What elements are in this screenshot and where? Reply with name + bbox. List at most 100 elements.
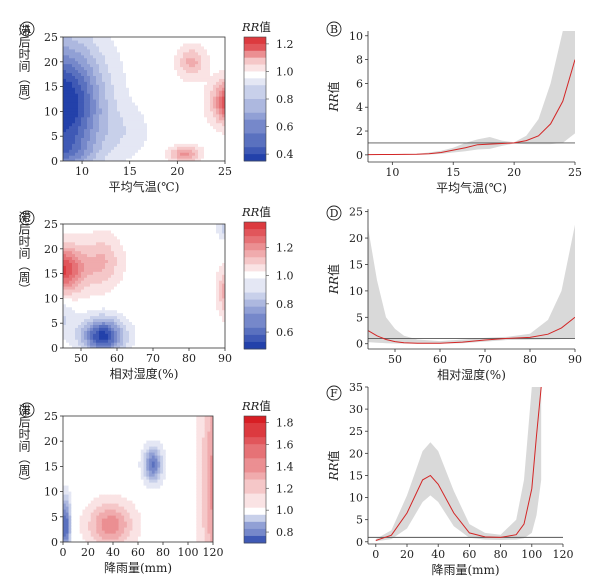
- contour-cell: [71, 473, 75, 477]
- contour-cell: [180, 110, 184, 115]
- contour-cell: [189, 280, 193, 284]
- contour-cell: [99, 229, 103, 234]
- contour-cell: [144, 303, 148, 308]
- contour-cell: [102, 93, 106, 97]
- contour-cell: [183, 256, 187, 261]
- contour-cell: [204, 274, 208, 278]
- contour-cell: [165, 241, 169, 246]
- contour-cell: [219, 54, 223, 59]
- contour-cell: [63, 78, 67, 82]
- colorbar-swatch: [244, 43, 266, 52]
- contour-cell: [108, 155, 112, 159]
- y-axis-title-suffix: 值: [326, 81, 341, 93]
- contour-cell: [195, 327, 199, 331]
- contour-cell: [81, 119, 85, 124]
- contour-cell: [105, 315, 109, 320]
- contour-cell: [114, 297, 118, 302]
- contour-cell: [102, 99, 106, 103]
- contour-cell: [159, 48, 163, 53]
- contour-cell: [132, 235, 136, 240]
- contour-cell: [207, 309, 211, 314]
- contour-cell: [150, 39, 154, 44]
- contour-cell: [81, 226, 85, 231]
- contour-cell: [153, 291, 157, 296]
- contour-cell: [108, 134, 112, 138]
- contour-cell: [192, 87, 196, 91]
- contour-cell: [168, 224, 172, 228]
- contour-cell: [135, 155, 139, 159]
- contour-cell: [213, 250, 217, 255]
- contour-cell: [93, 247, 97, 252]
- contour-cell: [66, 81, 70, 85]
- contour-cell: [213, 339, 217, 343]
- contour-cell: [75, 158, 79, 161]
- contour-cell: [198, 271, 202, 275]
- contour-cell: [222, 158, 225, 161]
- contour-cell: [213, 321, 217, 325]
- contour-cell: [81, 303, 85, 308]
- contour-cell: [120, 226, 124, 231]
- contour-cell: [174, 312, 178, 317]
- contour-cell: [144, 110, 148, 115]
- contour-cell: [114, 66, 118, 71]
- contour-cell: [171, 309, 175, 314]
- contour-cell: [65, 422, 70, 426]
- contour-cell: [114, 306, 118, 311]
- contour-cell: [213, 312, 217, 317]
- contour-cell: [153, 288, 157, 293]
- contour-cell: [75, 274, 79, 278]
- contour-cell: [156, 134, 160, 138]
- contour-cell: [123, 45, 127, 50]
- contour-cell: [162, 342, 166, 346]
- contour-cell: [150, 226, 154, 231]
- contour-cell: [93, 54, 97, 59]
- contour-cell: [150, 318, 154, 323]
- contour-cell: [75, 101, 79, 106]
- contour-cell: [120, 104, 124, 109]
- contour-cell: [201, 342, 205, 346]
- contour-cell: [213, 93, 217, 97]
- contour-cell: [72, 155, 76, 159]
- contour-cell: [174, 271, 178, 275]
- contour-cell: [69, 96, 73, 100]
- contour-cell: [96, 143, 100, 147]
- contour-cell: [126, 345, 130, 348]
- contour-cell: [207, 226, 211, 231]
- contour-cell: [68, 443, 72, 447]
- contour-cell: [96, 262, 100, 266]
- contour-cell: [66, 107, 70, 112]
- contour-cell: [114, 131, 118, 136]
- contour-cell: [129, 78, 133, 82]
- contour-cell: [180, 158, 184, 161]
- contour-cell: [219, 60, 223, 65]
- contour-cell: [135, 312, 139, 317]
- contour-cell: [219, 116, 223, 121]
- contour-cell: [195, 244, 199, 249]
- contour-cell: [219, 90, 223, 94]
- contour-cell: [165, 303, 169, 308]
- contour-cell: [159, 286, 163, 290]
- contour-cell: [78, 303, 82, 308]
- contour-cell: [81, 131, 85, 136]
- contour-cell: [72, 54, 76, 59]
- contour-cell: [138, 90, 142, 94]
- contour-cell: [216, 294, 220, 299]
- contour-cell: [66, 131, 70, 136]
- contour-cell: [93, 283, 97, 287]
- contour-cell: [204, 297, 208, 302]
- contour-cell: [63, 509, 67, 513]
- colorbar-swatch: [244, 71, 266, 79]
- contour-cell: [207, 149, 211, 153]
- contour-cell: [75, 265, 79, 269]
- contour-cell: [204, 262, 208, 266]
- contour-cell: [189, 241, 193, 246]
- contour-cell: [126, 274, 130, 278]
- contour-cell: [126, 253, 130, 258]
- contour-cell: [84, 224, 88, 228]
- contour-cell: [117, 125, 121, 130]
- contour-cell: [210, 250, 214, 255]
- colorbar-title-rr: RR: [241, 20, 260, 34]
- contour-cell: [75, 297, 79, 302]
- contour-cell: [213, 268, 217, 272]
- contour-cell: [66, 84, 70, 88]
